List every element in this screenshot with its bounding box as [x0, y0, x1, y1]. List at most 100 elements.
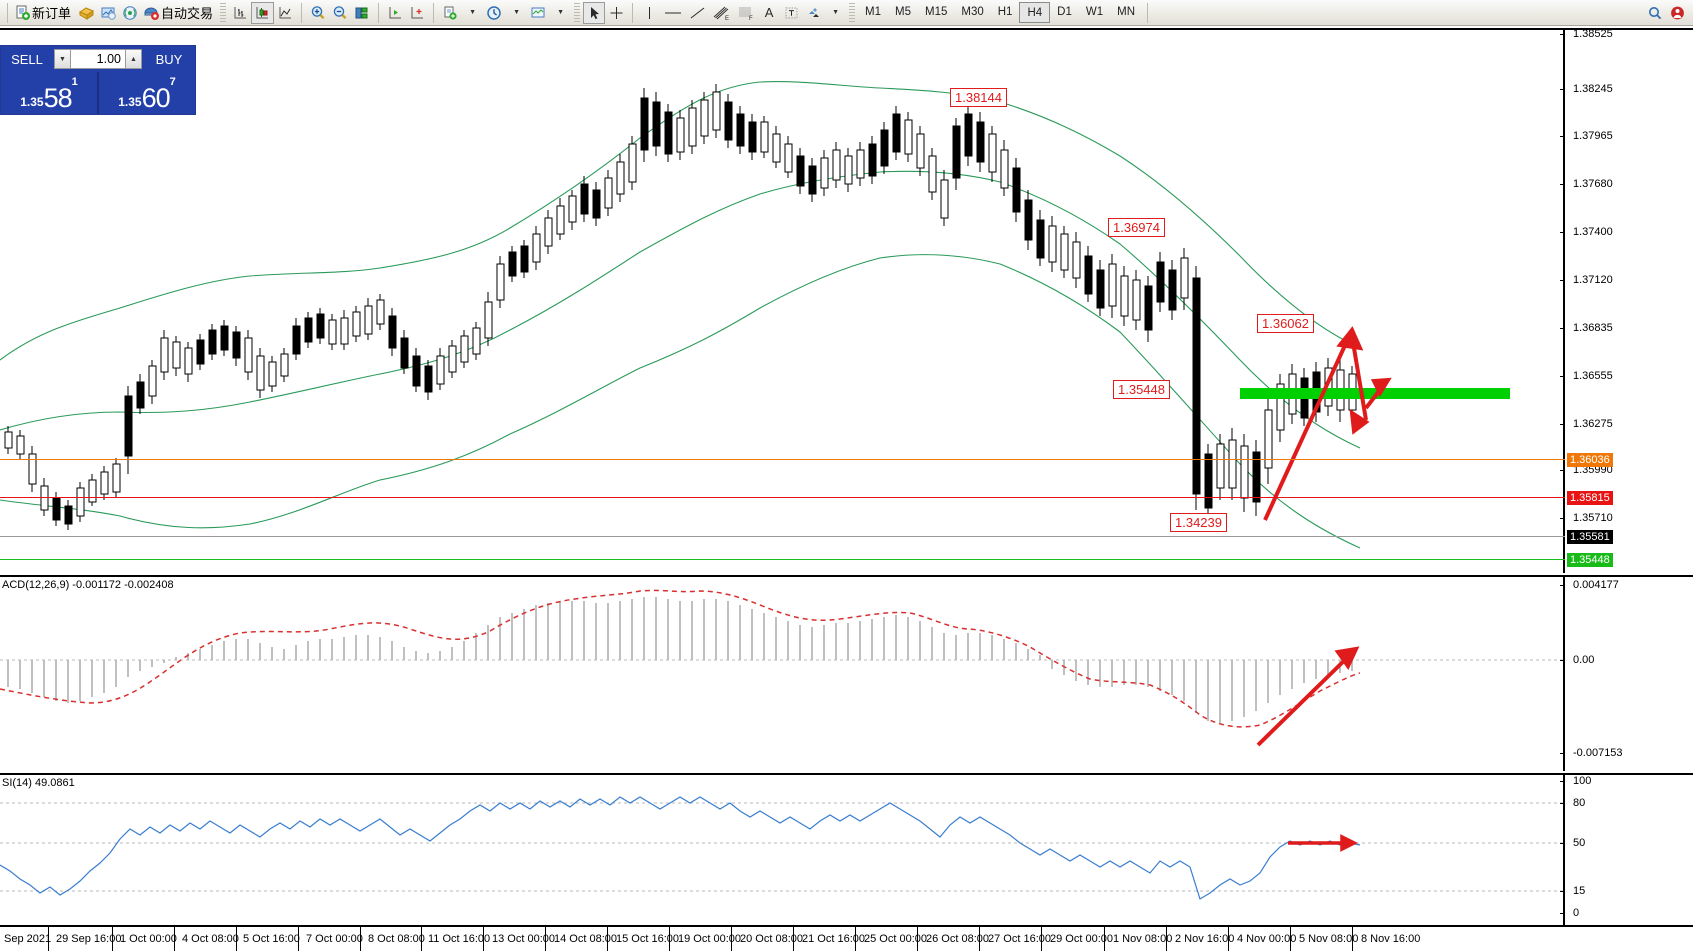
level-tag-135815[interactable]: 1.35815: [1567, 491, 1613, 505]
period-icon: [486, 5, 501, 20]
price-callout-135448[interactable]: 1.35448: [1113, 380, 1170, 399]
rsi-tick: 0: [1559, 907, 1579, 919]
macd-pane[interactable]: ACD(12,26,9) -0.001172 -0.002408: [0, 575, 1693, 771]
timeframe-m15[interactable]: M15: [925, 6, 948, 18]
time-label: 19 Oct 00:00: [678, 933, 741, 945]
level-line-135448[interactable]: [0, 559, 1565, 560]
indicators-button[interactable]: [439, 2, 461, 24]
time-label: 27 Oct 16:00: [988, 933, 1051, 945]
volume-decrease-button[interactable]: ▼: [54, 49, 71, 69]
level-line-135815[interactable]: [0, 497, 1565, 498]
timeframe-w1[interactable]: W1: [1085, 6, 1104, 18]
period-button[interactable]: [483, 2, 505, 24]
price-axis-labels[interactable]: 1.38525 1.38245 1.37965 1.37680 1.37400 …: [1560, 28, 1693, 807]
shapes-button[interactable]: [802, 2, 824, 24]
trendline-button[interactable]: [686, 2, 710, 24]
signals-button[interactable]: [119, 2, 141, 24]
level-tag-136036[interactable]: 1.36036: [1567, 453, 1613, 467]
period-dropdown[interactable]: ▼: [505, 2, 527, 24]
volume-increase-button[interactable]: ▲: [125, 49, 142, 69]
one-click-trading-panel[interactable]: SELL ▼ 1.00 ▲ BUY 1.35 58 1 1.35 60 7: [0, 45, 196, 115]
time-separator: [731, 927, 732, 951]
new-order-button[interactable]: 新订单: [13, 2, 75, 24]
level-tag-135448[interactable]: 1.35448: [1567, 553, 1613, 567]
text-label-icon: [785, 7, 798, 18]
expert-advisor-icon: [78, 6, 94, 20]
price-callout-136974[interactable]: 1.36974: [1108, 218, 1165, 237]
timeframe-m1[interactable]: M1: [865, 6, 882, 18]
cursor-button[interactable]: [583, 1, 606, 24]
sell-label[interactable]: SELL: [11, 51, 43, 67]
vertical-line-button[interactable]: [638, 2, 660, 24]
account-button[interactable]: [1666, 2, 1688, 24]
zoom-in-button[interactable]: [307, 2, 329, 24]
chart-shift-button[interactable]: [384, 2, 406, 24]
toolbar-grip[interactable]: [220, 2, 227, 23]
search-button[interactable]: [1644, 2, 1666, 24]
auto-trading-button[interactable]: 自动交易: [141, 2, 217, 24]
price-plot[interactable]: [0, 30, 1565, 573]
timeframe-d1[interactable]: D1: [1057, 6, 1072, 18]
templates-button[interactable]: [527, 2, 549, 24]
price-callout-136062[interactable]: 1.36062: [1257, 314, 1314, 333]
signals-icon: [122, 5, 137, 20]
sell-price-button[interactable]: 1.35 58 1: [1, 72, 97, 114]
rsi-axis-line: [1563, 773, 1565, 925]
templates-dropdown[interactable]: ▼: [549, 2, 571, 24]
toolbar-grip-2[interactable]: [574, 2, 581, 23]
price-tick-label: 1.35990: [1573, 464, 1613, 476]
indicators-dropdown[interactable]: ▼: [461, 2, 483, 24]
price-pane[interactable]: 1.38144 1.36974 1.36062 1.35448 1.34239 …: [0, 28, 1693, 807]
time-separator: [174, 927, 175, 951]
time-label: 26 Oct 08:00: [926, 933, 989, 945]
equidistant-channel-button[interactable]: E: [710, 2, 734, 24]
time-separator: [1352, 927, 1353, 951]
timeframe-m5[interactable]: M5: [895, 6, 911, 18]
time-separator: [607, 927, 608, 951]
trade-panel-prices: 1.35 58 1 1.35 60 7: [1, 72, 195, 114]
price-callout-134239[interactable]: 1.34239: [1170, 513, 1227, 532]
level-tag-135581[interactable]: 1.35581: [1567, 530, 1613, 544]
auto-scroll-button[interactable]: [406, 2, 428, 24]
timeframe-m30[interactable]: M30: [961, 6, 984, 18]
rsi-axis-labels[interactable]: 100 80 50 15 0: [1559, 773, 1693, 925]
expert-advisor-button[interactable]: [75, 2, 97, 24]
rsi-plot[interactable]: [0, 775, 1565, 925]
shapes-dropdown[interactable]: ▼: [824, 2, 846, 24]
buy-label[interactable]: BUY: [155, 51, 183, 67]
data-window-button[interactable]: [97, 2, 119, 24]
text-button[interactable]: A: [758, 2, 780, 24]
rsi-line: [0, 796, 1361, 900]
time-label: 11 Oct 16:00: [428, 933, 491, 945]
toolbar-grip-3[interactable]: [849, 2, 856, 23]
timeframe-mn[interactable]: MN: [1117, 6, 1135, 18]
bar-chart-button[interactable]: [229, 2, 251, 24]
volume-control[interactable]: ▼ 1.00 ▲: [54, 48, 142, 70]
price-callout-138144[interactable]: 1.38144: [950, 88, 1007, 107]
pane-top-border: [0, 28, 1693, 30]
crosshair-button[interactable]: [605, 2, 627, 24]
line-chart-button[interactable]: [274, 2, 296, 24]
rsi-tick: 50: [1559, 837, 1585, 849]
fibonacci-icon: F: [739, 7, 753, 21]
fibonacci-button[interactable]: F: [734, 2, 758, 24]
macd-axis-labels[interactable]: 0.004177 0.00 -0.007153: [1559, 575, 1693, 771]
volume-input[interactable]: 1.00: [71, 49, 125, 69]
zoom-out-button[interactable]: [329, 2, 351, 24]
timeframe-h4[interactable]: H4: [1019, 2, 1051, 23]
rsi-pane[interactable]: SI(14) 49.0861 100 80 50 15: [0, 773, 1693, 925]
text-label-button[interactable]: [780, 2, 802, 24]
chart-area[interactable]: 1.38144 1.36974 1.36062 1.35448 1.34239 …: [0, 28, 1693, 925]
buy-price-button[interactable]: 1.35 60 7: [97, 72, 195, 114]
macd-plot[interactable]: [0, 577, 1565, 771]
time-axis[interactable]: Sep 2021 29 Sep 16:00 1 Oct 00:00 4 Oct …: [0, 925, 1693, 951]
level-line-136036[interactable]: [0, 459, 1565, 460]
time-separator: [917, 927, 918, 951]
terminal-button[interactable]: [351, 2, 373, 24]
level-line-135581: [0, 536, 1565, 537]
horizontal-line-button[interactable]: [660, 2, 686, 24]
timeframe-h1[interactable]: H1: [997, 6, 1013, 18]
macd-indicator-label: ACD(12,26,9) -0.001172 -0.002408: [2, 579, 174, 591]
candlestick-chart-button[interactable]: [251, 1, 275, 24]
sell-price-superscript: 1: [71, 76, 78, 88]
